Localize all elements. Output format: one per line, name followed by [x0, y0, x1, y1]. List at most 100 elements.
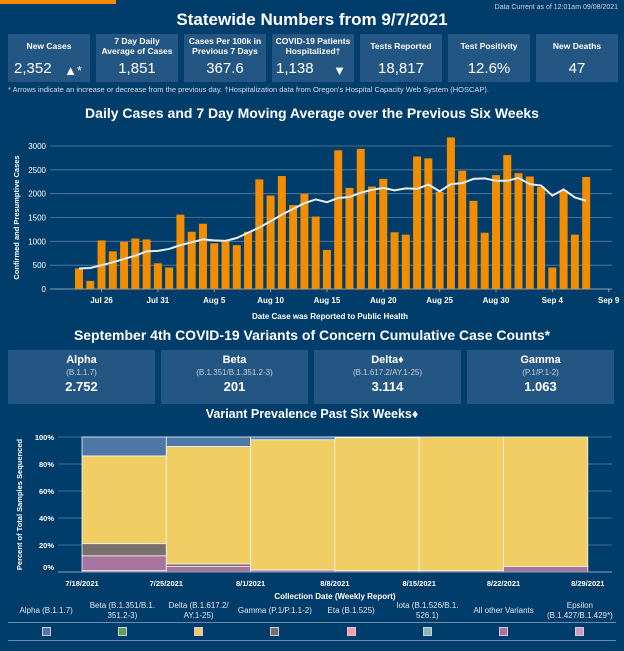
- tile-new-cases: New Cases 2,352 ▲*: [8, 34, 90, 82]
- y-tick-label: 0%: [43, 563, 54, 572]
- legend-swatch-icon: [346, 627, 356, 636]
- x-tick-label: 8/8/2021: [320, 579, 349, 588]
- stacked-segment: [165, 563, 252, 567]
- data-current-label: Data Current as of 12:01am 09/08/2021: [494, 4, 618, 11]
- x-tick-label: 8/15/2021: [403, 579, 436, 588]
- tile-label: Tests Reported: [370, 41, 432, 52]
- x-tick-label: Sep 4: [542, 296, 564, 305]
- bar: [379, 178, 388, 289]
- legend-item[interactable]: [389, 627, 465, 636]
- bar: [131, 238, 140, 289]
- legend-item[interactable]: [542, 627, 618, 636]
- stacked-segment: [165, 446, 252, 565]
- y-tick-label: 3000: [28, 142, 46, 151]
- prevalence-chart: 0% 20% 40% 60% 80% 100% 7/18/2021 7/25/2021 8/1/…: [15, 433, 612, 601]
- x-axis-title: Date Case was Reported to Public Health: [252, 312, 408, 321]
- x-tick-label: 7/25/2021: [150, 579, 183, 588]
- stacked-segment: [81, 436, 167, 457]
- y-tick-label: 80%: [39, 460, 54, 469]
- bar: [198, 223, 207, 289]
- cases-chart-title: Daily Cases and 7 Day Moving Average ove…: [85, 105, 539, 121]
- legend-label: Iota (B.1.526/B.1. 526.1): [396, 601, 459, 620]
- legend-swatch-icon: [41, 627, 51, 636]
- bar: [255, 179, 264, 289]
- legend-item[interactable]: [161, 627, 237, 636]
- x-tick-label: 8/29/2021: [571, 579, 604, 588]
- arrow-up-icon: ▲*: [64, 63, 82, 78]
- legend-item[interactable]: [237, 627, 313, 636]
- legend-swatch-icon: [499, 627, 509, 636]
- tile-value: 367.6: [206, 60, 244, 77]
- tile-value: 47: [568, 60, 586, 77]
- y-tick-label: 1000: [28, 237, 46, 246]
- variant-count: 201: [223, 379, 246, 394]
- bar: [368, 186, 377, 289]
- bar: [86, 280, 95, 289]
- bar: [187, 231, 196, 289]
- legend-label: Alpha (B.1.1.7): [19, 606, 73, 616]
- bar: [514, 173, 523, 289]
- legend-item[interactable]: [84, 627, 160, 636]
- legend-swatch-icon: [194, 627, 204, 636]
- legend-label: Epsilon (B.1.427/B.1.429*): [546, 601, 613, 620]
- stacked-segment: [81, 455, 167, 545]
- tile-cases-per-100k: Cases Per 100k in Previous 7 Days 367.6: [184, 34, 266, 82]
- x-tick-label: Aug 25: [426, 296, 453, 305]
- bar: [266, 195, 275, 289]
- stats-tiles: New Cases 2,352 ▲* 7 Day Daily Average of …: [8, 34, 618, 82]
- legend-item[interactable]: [8, 627, 84, 636]
- variant-count: 2.752: [65, 379, 98, 394]
- legend-label: Delta (B.1.617.2/ AY.1-25): [168, 601, 229, 620]
- bar: [503, 155, 512, 289]
- variant-tile-delta: Delta♦ (B.1.617.2/AY.1-25) 3.114: [314, 350, 461, 404]
- variant-tiles: Alpha (B.1.1.7) 2.752 Beta (B.1.351/B.1.351…: [8, 350, 614, 404]
- bar: [334, 150, 343, 289]
- tile-test-positivity: Test Positivity 12.6%: [448, 34, 530, 82]
- x-tick-label: Aug 20: [370, 296, 397, 305]
- bar: [356, 148, 365, 289]
- bar: [390, 232, 399, 289]
- variant-lineage: (B.1.1.7): [66, 368, 97, 377]
- variant-name: Alpha: [66, 354, 97, 366]
- y-tick-label: 1500: [28, 214, 46, 223]
- y-tick-label: 40%: [39, 514, 54, 523]
- bar: [525, 176, 534, 289]
- cases-chart: 0 500 1000 1500 2000 2500 3000 Jul 26 Jul 31 Aug …: [12, 137, 620, 321]
- x-tick-label: Sep 9: [598, 296, 620, 305]
- orange-tab[interactable]: [0, 0, 116, 4]
- moving-average-line: [78, 176, 587, 270]
- variant-name: Delta♦: [371, 354, 404, 366]
- bar: [277, 176, 286, 289]
- bar: [548, 267, 557, 289]
- x-tick-label: Aug 5: [203, 296, 226, 305]
- tile-label: Test Positivity: [460, 41, 518, 52]
- legend-item[interactable]: [313, 627, 389, 636]
- y-tick-label: 500: [33, 261, 47, 270]
- bar: [559, 190, 568, 289]
- tile-value: 12.6%: [467, 60, 511, 77]
- bar: [232, 245, 241, 289]
- tile-label: New Cases: [26, 41, 72, 52]
- stacked-segment: [81, 555, 167, 572]
- legend-label: Beta (B.1.351/B.1. 351.2-3): [89, 601, 156, 620]
- tile-tests-reported: Tests Reported 18,817: [360, 34, 442, 82]
- legend-divider: [8, 622, 616, 623]
- legend-divider: [8, 640, 616, 641]
- stacked-segment: [165, 566, 252, 573]
- y-tick-label: 2500: [28, 166, 46, 175]
- bar: [469, 200, 478, 289]
- legend-swatch-icon: [117, 627, 127, 636]
- tile-value: 1,138: [276, 60, 314, 77]
- bar: [311, 216, 320, 289]
- stacked-segment: [250, 439, 336, 571]
- bar: [424, 158, 433, 289]
- legend-item[interactable]: [466, 627, 542, 636]
- tile-label: COVID-19 Patients Hospitalized†: [275, 36, 351, 56]
- footnote: * Arrows indicate an increase or decreas…: [8, 85, 489, 94]
- bar: [435, 191, 444, 289]
- x-tick-label: 7/18/2021: [65, 579, 98, 588]
- legend-swatch-icon: [575, 627, 585, 636]
- variants-title: September 4th COVID-19 Variants of Conce…: [73, 327, 551, 343]
- prevalence-chart-title: Variant Prevalence Past Six Weeks♦: [205, 407, 419, 421]
- tile-label: 7 Day Daily Average of Cases: [101, 36, 173, 56]
